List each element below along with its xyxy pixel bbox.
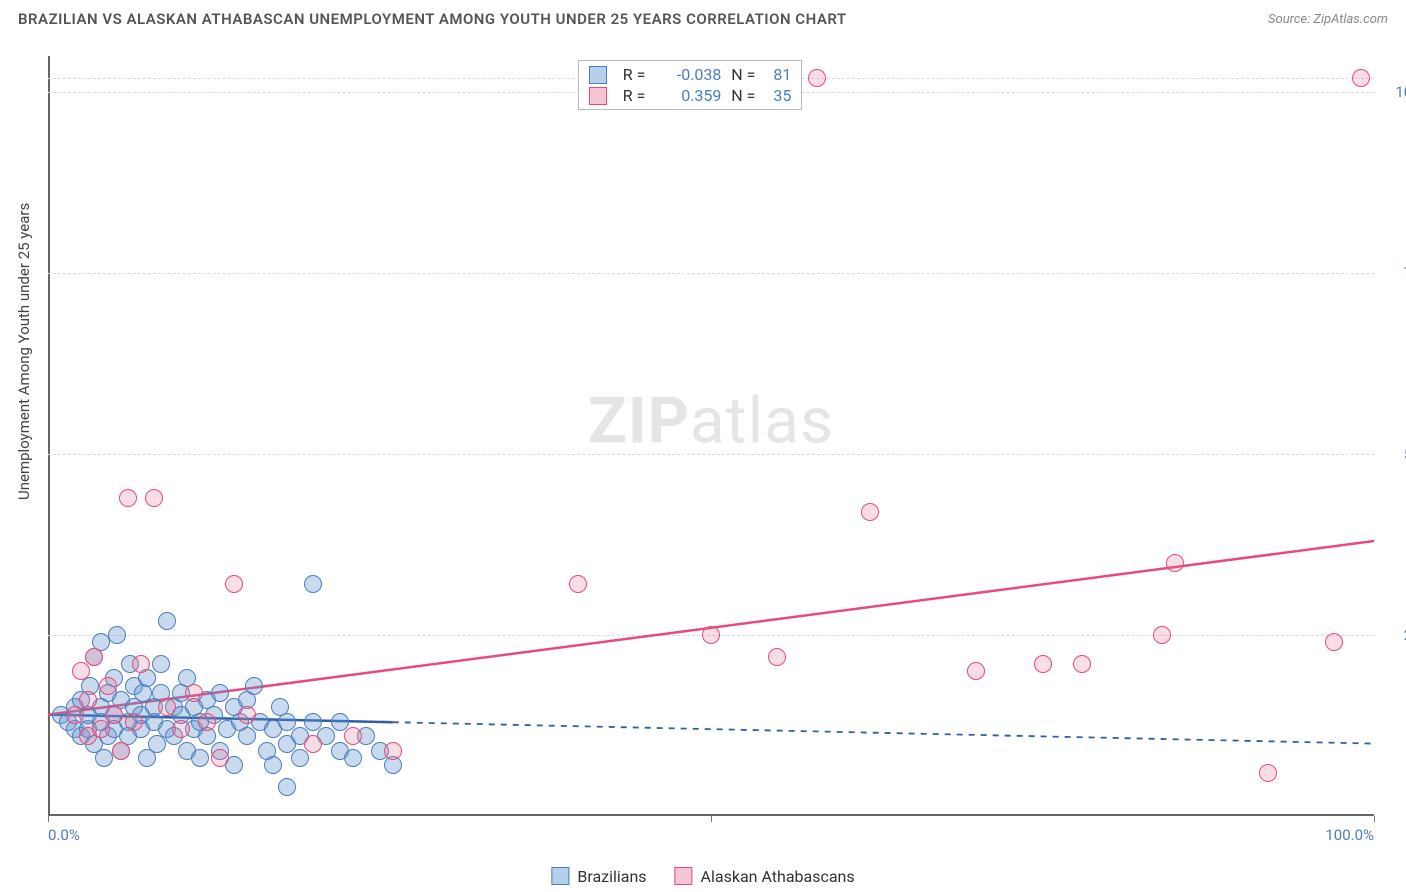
- data-point: [1259, 764, 1277, 782]
- data-point: [1153, 626, 1171, 644]
- data-point: [125, 713, 143, 731]
- legend-item: Alaskan Athabascans: [675, 867, 855, 886]
- y-tick-label: 25.0%: [1384, 626, 1406, 644]
- legend-swatch: [589, 66, 607, 84]
- data-point: [278, 778, 296, 796]
- data-point: [861, 503, 879, 521]
- data-point: [808, 69, 826, 87]
- plot-area: 25.0%50.0%75.0%100.0% ZIPatlas R =-0.038…: [48, 56, 1374, 816]
- stat-r-label: R =: [617, 65, 645, 84]
- data-point: [158, 698, 176, 716]
- x-tick: [1374, 816, 1375, 822]
- y-axis-label: Unemployment Among Youth under 25 years: [15, 202, 33, 499]
- data-point: [105, 706, 123, 724]
- data-point: [66, 706, 84, 724]
- data-point: [264, 756, 282, 774]
- data-point: [225, 575, 243, 593]
- data-point: [1073, 655, 1091, 673]
- data-point: [158, 612, 176, 630]
- legend-swatch: [675, 867, 693, 885]
- data-point: [702, 626, 720, 644]
- legend-label: Alaskan Athabascans: [701, 867, 855, 886]
- legend-swatch: [589, 87, 607, 105]
- data-point: [145, 489, 163, 507]
- data-point: [112, 742, 130, 760]
- data-point: [1325, 633, 1343, 651]
- source-attribution: Source: ZipAtlas.com: [1268, 12, 1388, 27]
- data-point: [291, 749, 309, 767]
- legend-item: Brazilians: [551, 867, 646, 886]
- data-point: [344, 749, 362, 767]
- data-point: [569, 575, 587, 593]
- stat-r-value: -0.038: [651, 65, 721, 84]
- header-row: BRAZILIAN VS ALASKAN ATHABASCAN UNEMPLOY…: [0, 0, 1406, 32]
- data-point: [198, 713, 216, 731]
- stat-r-label: R =: [617, 86, 645, 105]
- data-point: [132, 655, 150, 673]
- data-point: [119, 489, 137, 507]
- data-point: [1352, 69, 1370, 87]
- stat-n-value: 81: [761, 65, 791, 84]
- x-tick-label: 0.0%: [48, 826, 80, 844]
- data-point: [191, 749, 209, 767]
- series-legend: Brazilians Alaskan Athabascans: [551, 867, 854, 886]
- y-tick-label: 50.0%: [1384, 445, 1406, 463]
- x-tick-label: 100.0%: [1325, 826, 1374, 844]
- data-point: [92, 720, 110, 738]
- y-tick-label: 75.0%: [1384, 264, 1406, 282]
- data-point: [85, 648, 103, 666]
- data-point: [344, 727, 362, 745]
- data-point: [304, 713, 322, 731]
- stat-n-label: N =: [727, 65, 755, 84]
- data-point: [768, 648, 786, 666]
- legend-label: Brazilians: [577, 867, 646, 886]
- data-point: [172, 720, 190, 738]
- data-point: [1034, 655, 1052, 673]
- data-point: [384, 742, 402, 760]
- x-tick: [48, 816, 49, 822]
- data-point: [278, 713, 296, 731]
- stat-n-value: 35: [761, 86, 791, 105]
- data-point: [331, 713, 349, 731]
- data-point: [238, 706, 256, 724]
- data-point: [1166, 554, 1184, 572]
- data-point: [238, 727, 256, 745]
- data-point: [95, 749, 113, 767]
- stat-r-value: 0.359: [651, 86, 721, 105]
- data-point: [304, 575, 322, 593]
- data-point: [245, 677, 263, 695]
- stat-n-label: N =: [727, 86, 755, 105]
- data-point: [211, 749, 229, 767]
- data-point: [108, 626, 126, 644]
- y-tick-label: 100.0%: [1384, 83, 1406, 101]
- data-point: [304, 735, 322, 753]
- chart-container: BRAZILIAN VS ALASKAN ATHABASCAN UNEMPLOY…: [0, 0, 1406, 892]
- data-point: [72, 662, 90, 680]
- data-point: [185, 684, 203, 702]
- data-point: [967, 662, 985, 680]
- legend-swatch: [551, 867, 569, 885]
- data-point: [99, 677, 117, 695]
- data-point: [79, 691, 97, 709]
- correlation-stats-box: R = -0.038 N = 81 R = 0.359 N = 35: [578, 60, 802, 110]
- data-point: [211, 684, 229, 702]
- chart-title: BRAZILIAN VS ALASKAN ATHABASCAN UNEMPLOY…: [18, 10, 847, 28]
- data-point: [152, 655, 170, 673]
